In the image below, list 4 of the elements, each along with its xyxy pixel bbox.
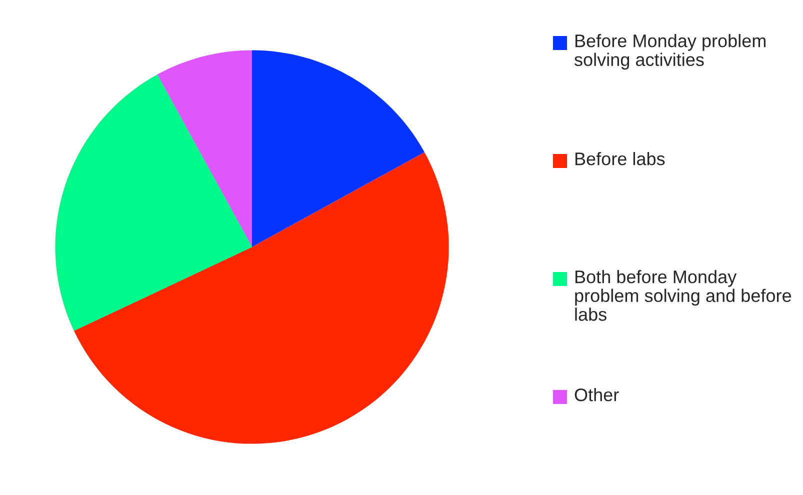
legend-label: Before labs: [575, 152, 665, 166]
legend-label: Other: [574, 388, 619, 402]
legend-label: Both before Monday problem solving and before labs: [575, 270, 791, 321]
legend-label: Before Monday problem solving activities: [574, 34, 766, 70]
